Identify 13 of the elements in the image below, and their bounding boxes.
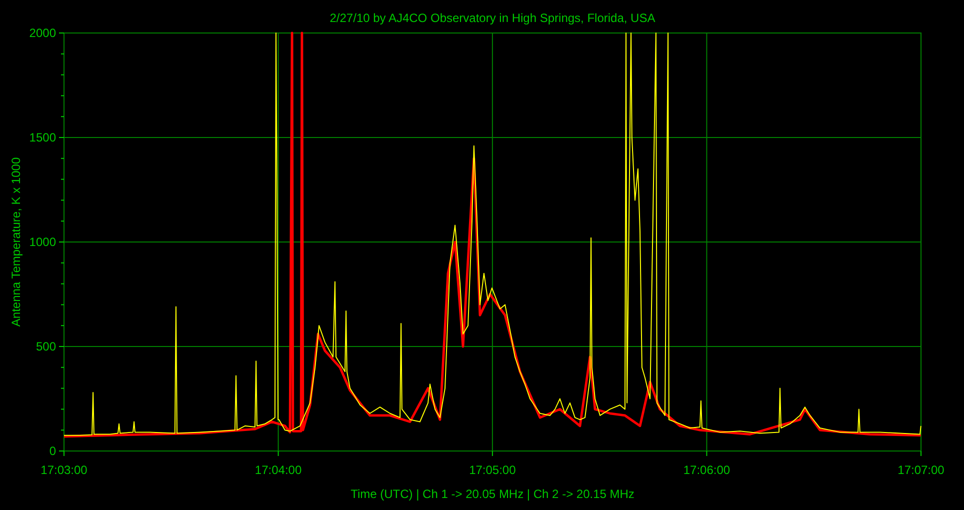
x-axis-title: Time (UTC) | Ch 1 -> 20.05 MHz | Ch 2 -> 20.15 MHz <box>350 487 634 501</box>
y-tick-label: 1000 <box>29 235 56 250</box>
x-tick-label: 17:06:00 <box>683 463 730 477</box>
x-tick-label: 17:03:00 <box>40 463 88 477</box>
y-tick-label: 500 <box>36 340 56 354</box>
x-tick-label: 17:05:00 <box>469 463 516 477</box>
y-tick-label: 2000 <box>29 26 56 40</box>
chart-title: 2/27/10 by AJ4CO Observatory in High Springs, Florida, USA <box>330 11 656 25</box>
y-axis-title: Antenna Temperature, K x 1000 <box>9 157 23 327</box>
y-tick-label: 0 <box>49 444 56 458</box>
x-tick-label: 17:04:00 <box>254 463 302 477</box>
x-tick-label: 17:07:00 <box>898 463 945 477</box>
y-tick-label: 1500 <box>29 130 56 145</box>
